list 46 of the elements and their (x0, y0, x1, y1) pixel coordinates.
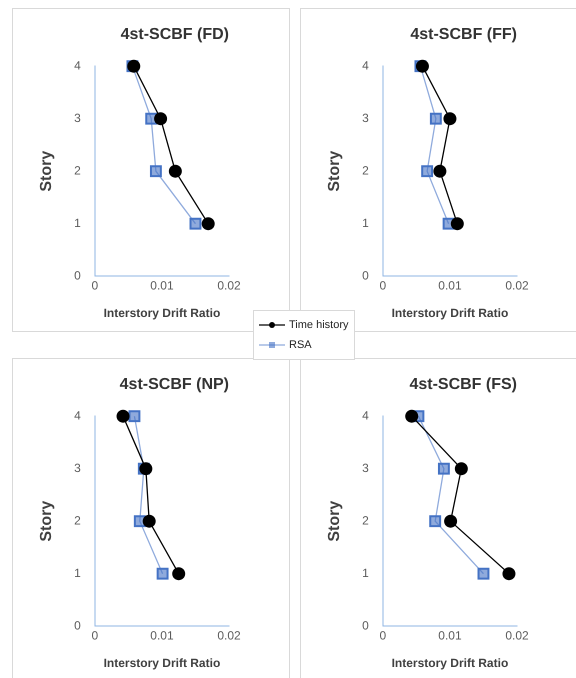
y-tick-label: 1 (74, 566, 82, 580)
y-tick-label: 4 (362, 58, 370, 73)
x-tick-label: 0.01 (150, 628, 174, 643)
legend-label: RSA (289, 339, 312, 351)
y-tick-label: 2 (362, 514, 370, 528)
x-tick-label: 0.02 (505, 278, 529, 293)
x-tick-label: 0 (380, 278, 387, 293)
y-tick-label: 3 (362, 461, 370, 476)
y-tick-label: 1 (74, 216, 82, 230)
x-tick-label: 0 (92, 278, 99, 293)
y-tick-label: 0 (74, 268, 82, 283)
y-tick-label: 1 (362, 216, 370, 230)
y-tick-label: 4 (362, 408, 370, 423)
y-tick-label: 4 (74, 408, 82, 423)
x-tick-label: 0.02 (217, 628, 241, 643)
y-tick-label: 4 (74, 58, 82, 73)
y-tick-label: 1 (362, 566, 370, 580)
y-axis-title: Story (38, 150, 56, 192)
x-tick-label: 0.01 (438, 278, 462, 293)
y-tick-label: 0 (362, 618, 370, 633)
x-tick-label: 0 (92, 628, 99, 643)
y-tick-label: 2 (74, 164, 82, 178)
y-tick-label: 3 (74, 111, 82, 126)
x-tick-label: 0.01 (150, 278, 174, 293)
x-axis-title: Interstory Drift Ratio (392, 306, 508, 320)
x-axis-title: Interstory Drift Ratio (104, 306, 220, 320)
x-axis-title: Interstory Drift Ratio (392, 656, 508, 670)
y-tick-label: 3 (362, 111, 370, 126)
x-tick-label: 0.02 (505, 628, 529, 643)
chart-title: 4st-SCBF (FS) (409, 376, 517, 394)
legend-label: Time history (289, 319, 348, 331)
chart-title: 4st-SCBF (FD) (120, 26, 229, 44)
y-tick-label: 0 (362, 268, 370, 283)
y-axis-title: Story (38, 500, 56, 542)
x-axis-title: Interstory Drift Ratio (104, 656, 220, 670)
y-tick-label: 2 (362, 164, 370, 178)
y-axis-title: Story (326, 500, 344, 542)
y-tick-label: 0 (74, 618, 82, 633)
x-tick-label: 0.01 (438, 628, 462, 643)
y-tick-label: 2 (74, 514, 82, 528)
y-tick-label: 3 (74, 461, 82, 476)
x-tick-label: 0.02 (217, 278, 241, 293)
chart-title: 4st-SCBF (FF) (410, 26, 517, 44)
x-tick-label: 0 (380, 628, 387, 643)
chart-title: 4st-SCBF (NP) (120, 376, 229, 394)
y-axis-title: Story (326, 150, 344, 192)
